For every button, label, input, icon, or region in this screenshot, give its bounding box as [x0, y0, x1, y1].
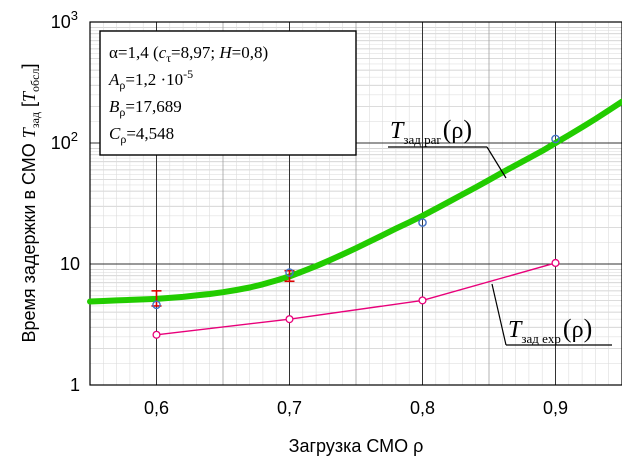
x-tick-label: 0,8 — [410, 398, 435, 418]
series-exp-point — [152, 330, 161, 339]
series-sim-point — [551, 134, 560, 144]
grid — [89, 21, 622, 386]
y-axis-title: Время задержки в СМО Tзад [Tобсл] — [19, 64, 42, 343]
series-exp-point — [285, 315, 294, 324]
x-tick-labels: 0,6 0,7 0,8 0,9 — [144, 398, 568, 418]
info-box-frame — [99, 30, 357, 156]
y-tick-label: 1 — [70, 375, 80, 395]
x-tick-label: 0,6 — [144, 398, 169, 418]
label-par: Tзад par(ρ) — [388, 115, 507, 179]
y-tick-label: 10 — [60, 254, 80, 274]
series-layer — [87, 98, 622, 339]
series-sim-point — [152, 300, 161, 310]
series-sim-point — [418, 218, 427, 227]
y-tick-labels: 1 10 102 103 — [51, 8, 80, 395]
label-exp-text: Tзад exp(ρ) — [508, 314, 592, 346]
x-axis-title: Загрузка СМО ρ — [289, 436, 424, 456]
series-exp-point — [551, 258, 560, 268]
x-tick-label: 0,9 — [543, 398, 568, 418]
info-line-3: Bρ=17,689 — [109, 97, 182, 119]
label-par-pointer — [486, 146, 507, 179]
series-exp-line — [156, 262, 556, 336]
label-exp-pointer — [491, 283, 507, 346]
info-box: α=1,4 (cτ=8,97; H=0,8) Aρ=1,2 ·10-5 Bρ=1… — [99, 30, 357, 156]
plot-frame — [89, 21, 622, 386]
y-tick-label: 102 — [51, 129, 78, 153]
info-line-1: α=1,4 (cτ=8,97; H=0,8) — [109, 43, 268, 65]
y-tick-label: 103 — [51, 8, 78, 32]
series-par-curve — [87, 98, 622, 305]
x-tick-label: 0,7 — [277, 398, 302, 418]
info-line-2: Aρ=1,2 ·10-5 — [108, 67, 193, 92]
series-sim-point — [285, 268, 294, 277]
info-line-4: Cρ=4,548 — [109, 124, 174, 146]
series-exp-point — [418, 296, 427, 305]
label-exp: Tзад exp(ρ) — [491, 283, 612, 346]
label-par-text: Tзад par(ρ) — [390, 115, 472, 147]
